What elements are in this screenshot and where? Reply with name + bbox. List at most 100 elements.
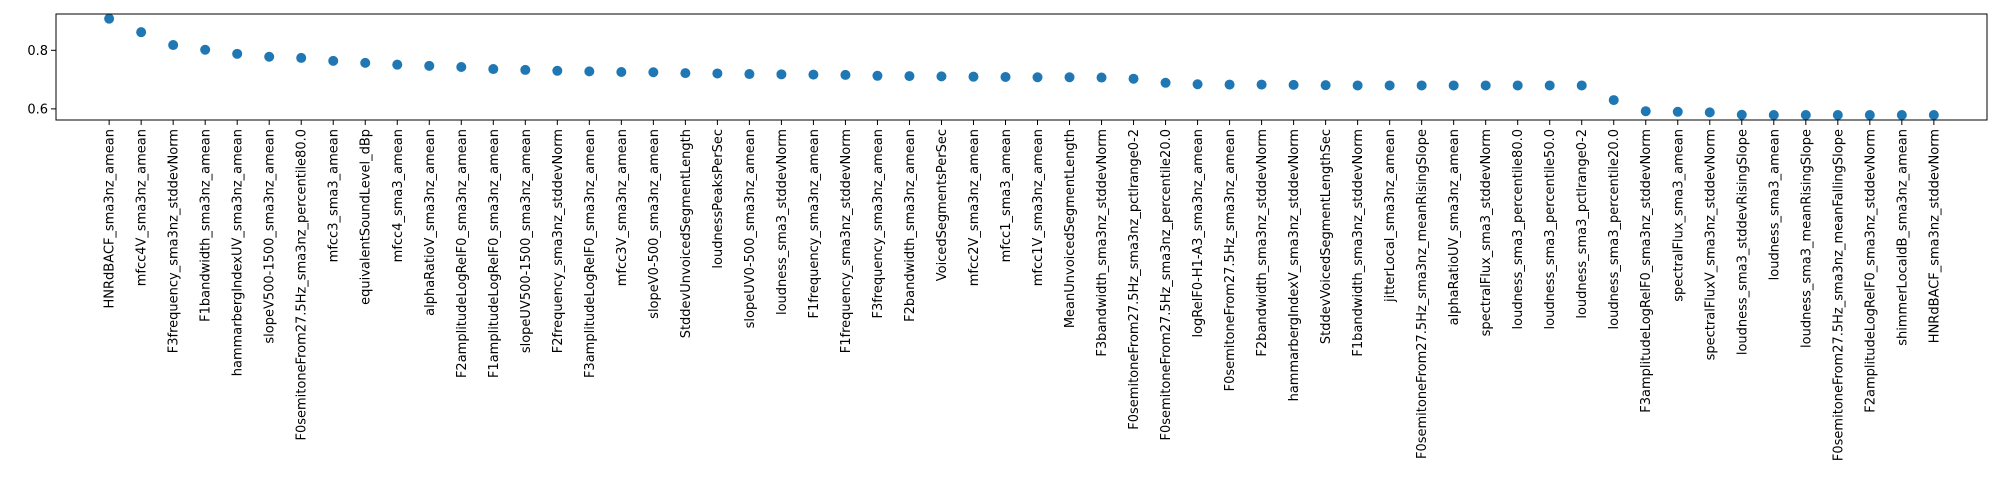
x-tick-label: F3bandwidth_sma3nz_stddevNorm <box>1095 129 1110 357</box>
data-point <box>1896 110 1907 121</box>
x-tick-label: F1bandwidth_sma3nz_stddevNorm <box>1351 129 1366 357</box>
data-point <box>1224 79 1235 90</box>
x-tick-label: F3frequency_sma3nz_amean <box>871 129 886 319</box>
data-point <box>680 68 691 79</box>
x-tick-label: F2amplitudeLogRelF0_sma3nz_stddevNorm <box>1863 129 1878 413</box>
x-tick-label: F1bandwidth_sma3nz_amean <box>199 129 214 322</box>
data-point <box>424 60 435 71</box>
x-tick-label: loudness_sma3_stddevRisingSlope <box>1735 129 1750 355</box>
x-tick-label: spectralFluxV_sma3nz_stddevNorm <box>1703 129 1718 360</box>
data-point <box>1352 80 1363 91</box>
data-point <box>360 57 371 68</box>
data-point <box>1448 80 1459 91</box>
data-point <box>1128 73 1139 84</box>
x-tick-label: spectralFlux_sma3_amean <box>1671 129 1686 302</box>
x-tick-label: loudness_sma3_stddevNorm <box>775 129 790 315</box>
data-point <box>232 48 243 59</box>
data-point <box>584 66 595 77</box>
data-point <box>1256 79 1267 90</box>
x-tick-label: F3amplitudeLogRelF0_sma3nz_stddevNorm <box>1639 129 1654 413</box>
x-tick-label: alphaRatioUV_sma3nz_amean <box>1447 129 1462 325</box>
data-point <box>648 67 659 78</box>
x-axis: HNRdBACF_sma3nz_amean mfcc4V_sma3nz_amean… <box>103 120 1942 461</box>
x-tick-label: F1amplitudeLogRelF0_sma3nz_amean <box>487 129 502 378</box>
x-tick-label: spectralFlux_sma3_stddevNorm <box>1479 129 1494 336</box>
plot-frame <box>55 13 1988 121</box>
data-point <box>1640 106 1651 117</box>
data-point <box>1608 95 1619 106</box>
x-tick-label: F3frequency_sma3nz_stddevNorm <box>167 129 182 353</box>
data-point <box>776 69 787 80</box>
x-tick-label: hammarbergIndexUV_sma3nz_amean <box>231 129 246 376</box>
x-tick-label: hammarbergIndexV_sma3nz_stddevNorm <box>1287 129 1302 401</box>
x-tick-label: loudness_sma3_pctlrange0-2 <box>1575 129 1590 319</box>
data-point <box>168 40 179 51</box>
data-point <box>104 13 115 24</box>
data-point <box>1480 80 1491 91</box>
data-point <box>296 52 307 63</box>
x-tick-label: VoicedSegmentsPerSec <box>935 129 950 281</box>
x-tick-label: loudness_sma3_percentile20.0 <box>1607 129 1622 329</box>
x-tick-label: mfcc1V_sma3nz_amean <box>1031 129 1046 286</box>
x-tick-label: slopeUV0-500_sma3nz_amean <box>743 129 758 328</box>
x-tick-label: F2frequency_sma3nz_stddevNorm <box>551 129 566 353</box>
y-axis: 0.6 0.8 <box>27 44 56 117</box>
x-tick-label: F0semitoneFrom27.5Hz_sma3nz_meanFallingS… <box>1831 129 1846 461</box>
data-point <box>712 68 723 79</box>
data-point <box>904 71 915 82</box>
x-tick-label: loudness_sma3_percentile80.0 <box>1511 129 1526 329</box>
x-tick-label: loudness_sma3_percentile50.0 <box>1543 129 1558 329</box>
data-point <box>616 66 627 77</box>
x-tick-label: shimmerLocaldB_sma3nz_amean <box>1895 129 1910 346</box>
data-point <box>872 70 883 81</box>
data-point <box>552 65 563 76</box>
x-tick-label: slopeUV500-1500_sma3nz_amean <box>519 129 534 353</box>
data-point <box>328 55 339 66</box>
y-tick-label: 0.8 <box>27 44 48 59</box>
x-tick-label: MeanUnvoicedSegmentLength <box>1063 129 1078 328</box>
x-tick-label: F3amplitudeLogRelF0_sma3nz_amean <box>583 129 598 378</box>
data-point <box>488 64 499 75</box>
data-point <box>1576 80 1587 91</box>
x-tick-label: loudnessPeaksPerSec <box>711 129 726 269</box>
data-point <box>968 71 979 82</box>
x-tick-label: StddevUnvoicedSegmentLength <box>679 129 694 338</box>
x-tick-label: logRelF0-H1-A3_sma3nz_amean <box>1191 129 1206 338</box>
x-tick-label: HNRdBACF_sma3nz_stddevNorm <box>1927 129 1942 343</box>
data-point <box>1928 110 1939 121</box>
data-point <box>1064 72 1075 83</box>
x-tick-label: mfcc3_sma3_amean <box>327 129 342 262</box>
data-point <box>1672 106 1683 117</box>
x-tick-label: F1frequency_sma3nz_amean <box>807 129 822 319</box>
data-point <box>1768 110 1779 121</box>
data-point <box>1288 79 1299 90</box>
data-point <box>136 27 147 38</box>
data-point <box>1736 109 1747 120</box>
x-tick-label: mfcc4_sma3_amean <box>391 129 406 262</box>
x-tick-label: F0semitoneFrom27.5Hz_sma3nz_percentile80… <box>295 129 310 441</box>
x-tick-label: F0semitoneFrom27.5Hz_sma3nz_percentile20… <box>1159 129 1174 441</box>
data-point <box>1096 72 1107 83</box>
x-tick-label: mfcc1_sma3_amean <box>999 129 1014 262</box>
x-tick-label: HNRdBACF_sma3nz_amean <box>103 129 118 309</box>
x-tick-label: slopeV0-500_sma3nz_amean <box>647 129 662 319</box>
x-tick-label: mfcc2V_sma3nz_amean <box>967 129 982 286</box>
data-point <box>744 69 755 80</box>
data-point <box>840 69 851 80</box>
data-point <box>1384 80 1395 91</box>
data-point <box>1800 110 1811 121</box>
data-point <box>1032 72 1043 83</box>
data-points <box>104 13 1939 121</box>
data-point <box>520 64 531 75</box>
data-point <box>392 59 403 70</box>
x-tick-label: equivalentSoundLevel_dBp <box>359 129 374 305</box>
y-tick-label: 0.6 <box>27 102 48 117</box>
x-tick-label: F0semitoneFrom27.5Hz_sma3nz_pctlrange0-2 <box>1127 129 1142 430</box>
data-point <box>936 71 947 82</box>
x-tick-label: mfcc3V_sma3nz_amean <box>615 129 630 286</box>
data-point <box>1192 79 1203 90</box>
data-point <box>1544 80 1555 91</box>
x-tick-label: F2bandwidth_sma3nz_stddevNorm <box>1255 129 1270 357</box>
x-tick-label: F0semitoneFrom27.5Hz_sma3nz_meanRisingSl… <box>1415 129 1430 459</box>
